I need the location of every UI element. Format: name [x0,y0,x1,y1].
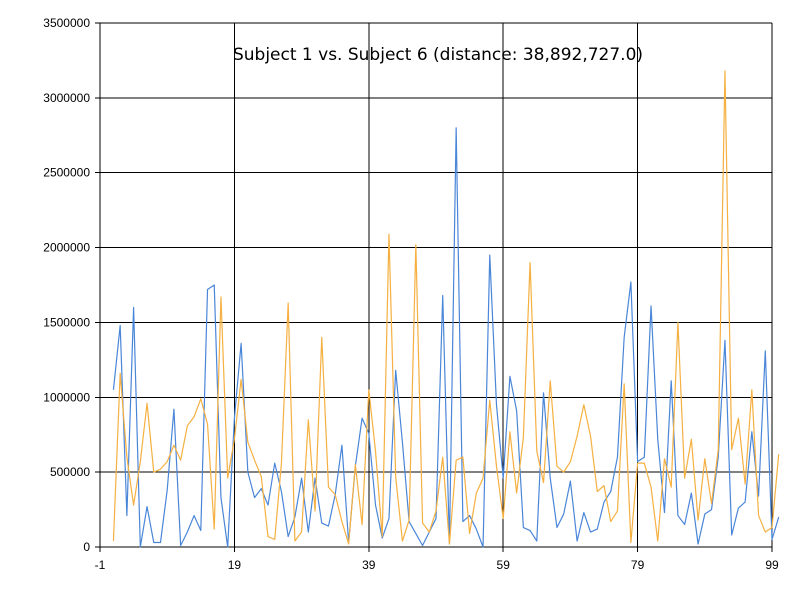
gridlines [100,22,773,547]
chart-title: Subject 1 vs. Subject 6 (distance: 38,89… [233,45,643,65]
y-tick-label: 0 [83,540,90,554]
y-tick-label: 2500000 [43,166,90,180]
x-tick-label: 19 [228,558,242,572]
axes [95,22,773,552]
series-lines [112,70,780,548]
x-tick-label: 39 [362,558,376,572]
y-tick-label: 3500000 [43,16,90,30]
y-tick-label: 3000000 [43,91,90,105]
y-tick-label: 500000 [50,465,90,479]
x-tick-label: 99 [765,558,779,572]
x-tick-label: -1 [95,558,106,572]
series-line-2 [112,70,780,545]
tick-labels: 0 500000 1000000 1500000 2000000 2500000 30000… [43,16,779,572]
x-tick-label: 79 [631,558,645,572]
y-tick-label: 1000000 [43,390,90,404]
y-tick-label: 2000000 [43,241,90,255]
y-tick-label: 1500000 [43,315,90,329]
series-line-1 [112,127,780,548]
x-tick-label: 59 [497,558,511,572]
